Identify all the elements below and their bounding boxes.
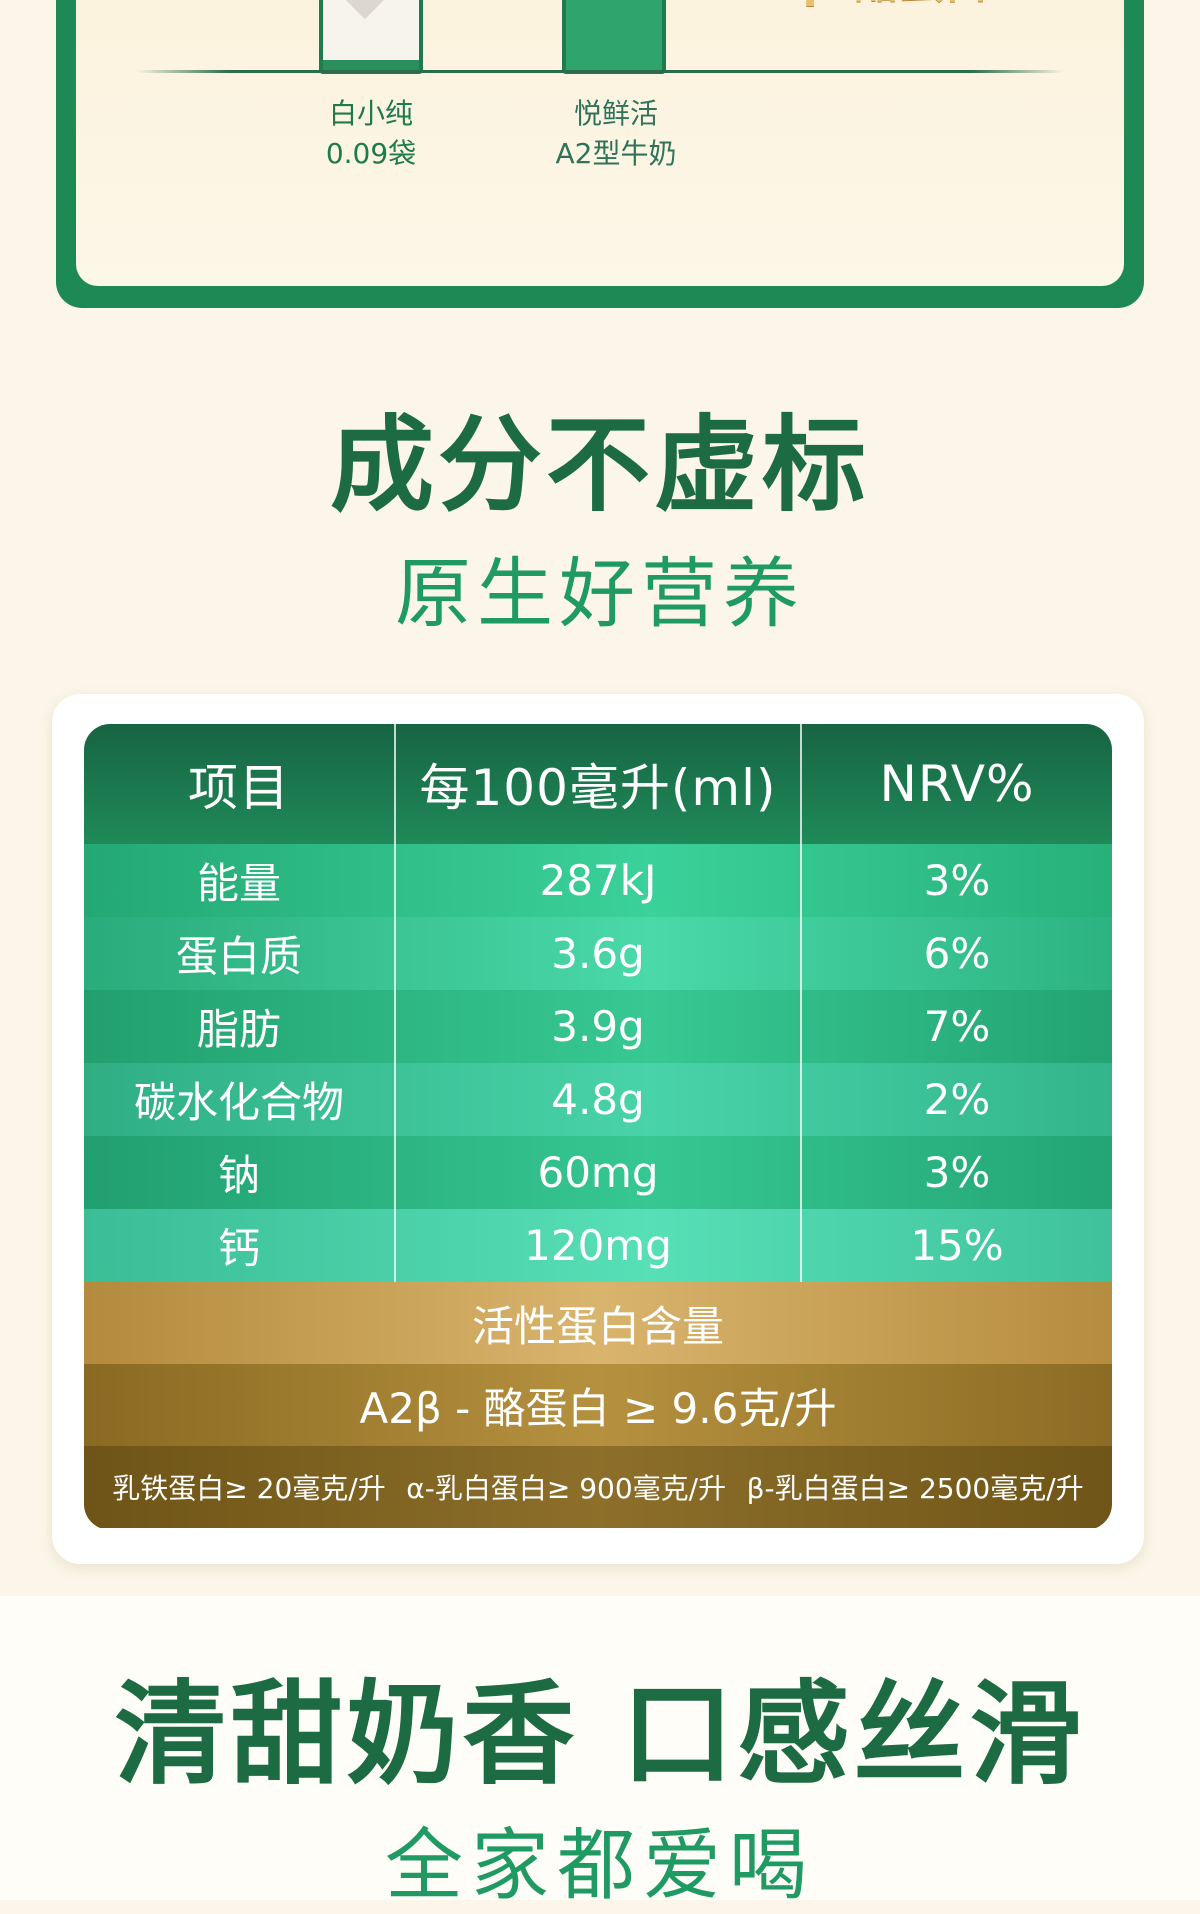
beta-lactoglobulin-content: β-乳白蛋白≥ 2500毫克/升 (746, 1472, 1084, 1505)
nutrition-table: 项目 每100毫升(ml) NRV% 能量 287kJ 3% 蛋白质 3.6g … (84, 724, 1112, 1530)
nutrition-card: 项目 每100毫升(ml) NRV% 能量 287kJ 3% 蛋白质 3.6g … (52, 694, 1144, 1564)
product-b-name: 悦鲜活 (573, 97, 658, 130)
taste-section-background (0, 1596, 1200, 1900)
row-nrv: 15% (910, 1221, 1004, 1270)
a2-casein-content: A2β - 酪蛋白 ≥ 9.6克/升 (84, 1364, 1112, 1446)
header-item: 项目 (84, 724, 396, 844)
active-protein-title: 活性蛋白含量 (84, 1282, 1112, 1364)
header-per-100ml: 每100毫升(ml) (396, 724, 802, 844)
section-taste-title: 清甜奶香 口感丝滑 (114, 1670, 1086, 1800)
row-nrv: 3% (923, 856, 991, 905)
table-row: 碳水化合物 4.8g 2% (84, 1063, 1112, 1136)
table-row: 蛋白质 3.6g 6% (84, 917, 1112, 990)
lactoferrin-content: 乳铁蛋白≥ 20毫克/升 (112, 1472, 386, 1505)
row-nrv: 2% (923, 1075, 991, 1124)
comparison-panel: A2β-酪蛋白 白小纯 0.09袋 悦鲜活 A2型牛奶 (56, 0, 1144, 308)
product-a-name: 白小纯 (328, 97, 413, 130)
table-row: 能量 287kJ 3% (84, 844, 1112, 917)
header-nrv: NRV% (879, 755, 1035, 813)
comparison-baseline (136, 70, 1064, 73)
row-nrv: 7% (923, 1002, 991, 1051)
product-b-carton-illustration (562, 0, 666, 74)
table-row: 钙 120mg 15% (84, 1209, 1112, 1282)
row-amount: 4.8g (396, 1063, 802, 1136)
comparison-panel-inner: A2β-酪蛋白 白小纯 0.09袋 悦鲜活 A2型牛奶 (76, 0, 1124, 286)
row-item-name: 钠 (84, 1136, 396, 1209)
section-taste-subtitle: 全家都爱喝 (384, 1821, 815, 1911)
protein-extras-row: 乳铁蛋白≥ 20毫克/升 α-乳白蛋白≥ 900毫克/升 β-乳白蛋白≥ 250… (84, 1446, 1112, 1528)
row-amount: 3.9g (396, 990, 802, 1063)
product-a-carton-illustration (319, 0, 423, 74)
row-item-name: 能量 (84, 844, 396, 917)
section-ingredients-subtitle: 原生好营养 (395, 549, 805, 638)
row-amount: 3.6g (396, 917, 802, 990)
row-amount: 120mg (396, 1209, 802, 1282)
product-a-label: 白小纯 0.09袋 (276, 94, 466, 174)
product-b-label: 悦鲜活 A2型牛奶 (506, 94, 726, 174)
row-amount: 60mg (396, 1136, 802, 1209)
row-nrv: 6% (923, 929, 991, 978)
table-row: 脂肪 3.9g 7% (84, 990, 1112, 1063)
table-row: 钠 60mg 3% (84, 1136, 1112, 1209)
row-item-name: 蛋白质 (84, 917, 396, 990)
section-ingredients-title: 成分不虚标 (329, 404, 870, 526)
row-item-name: 脂肪 (84, 990, 396, 1063)
product-b-type: A2型牛奶 (555, 137, 677, 170)
row-amount: 287kJ (396, 844, 802, 917)
row-item-name: 钙 (84, 1209, 396, 1282)
nutrition-table-header: 项目 每100毫升(ml) NRV% (84, 724, 1112, 844)
row-nrv: 3% (923, 1148, 991, 1197)
product-a-value: 0.09袋 (325, 137, 417, 170)
check-mark-icon (330, 0, 418, 20)
row-item-name: 碳水化合物 (84, 1063, 396, 1136)
alpha-lactalbumin-content: α-乳白蛋白≥ 900毫克/升 (406, 1472, 727, 1505)
a2-casein-highlight-title: A2β-酪蛋白 (736, 0, 989, 10)
